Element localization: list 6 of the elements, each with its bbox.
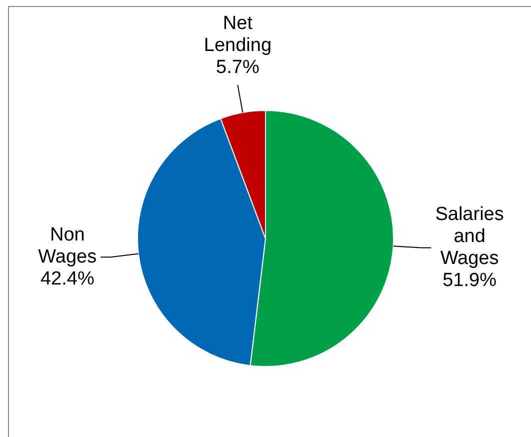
- slice-label: Salaries and Wages: [435, 204, 504, 270]
- data-label: 51.9%: [442, 270, 497, 292]
- slice-label: Net Lending: [204, 13, 272, 56]
- data-label: 5.7%: [216, 57, 260, 78]
- slice-label: Non Wages: [38, 224, 97, 268]
- data-label: 42.4%: [40, 268, 94, 290]
